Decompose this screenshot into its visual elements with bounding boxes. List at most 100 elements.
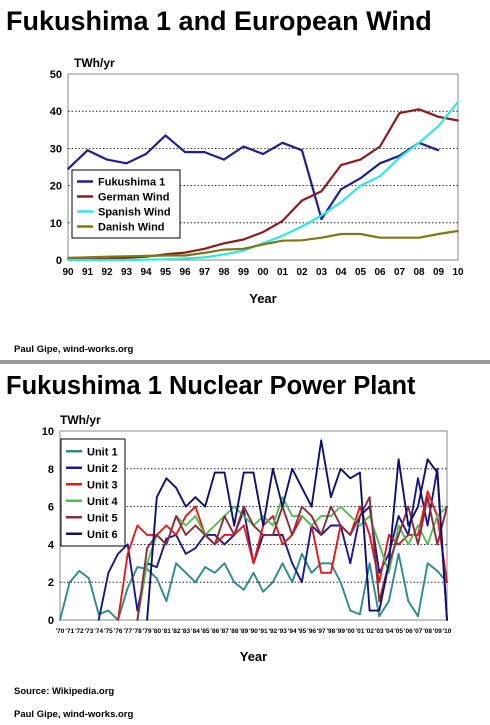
x-tick-label: '73 [85,628,94,635]
data-point-spanish-wind [203,256,206,259]
data-point-unit-1 [320,562,323,565]
data-point-spanish-wind [398,156,401,159]
x-tick-label: '96 [307,628,316,635]
y-tick-label: 10 [42,426,54,438]
data-point-fukushima-1 [223,158,225,161]
data-point-unit-5 [368,496,371,499]
data-point-unit-3 [117,619,119,621]
data-point-fukushima-1 [320,218,323,220]
data-point-unit-4 [281,496,284,499]
data-point-spanish-wind [418,141,420,144]
data-point-unit-4 [184,524,187,527]
data-point-danish-wind [184,254,186,257]
data-point-unit-2 [223,543,226,546]
data-point-unit-6 [426,458,429,461]
x-tick-label: '74 [94,628,103,635]
data-point-unit-1 [155,577,158,580]
data-point-unit-3 [330,571,332,574]
y-tick-label: 10 [50,218,62,230]
data-point-danish-wind [437,233,440,235]
data-point-unit-3 [359,505,361,508]
data-point-unit-5 [146,547,148,550]
data-point-unit-1 [426,562,429,565]
data-point-unit-5 [271,534,274,536]
plot-area [59,430,448,621]
data-point-unit-6 [359,471,361,474]
data-point-unit-1 [300,552,303,555]
legend-label: Unit 2 [87,463,118,475]
data-point-unit-5 [339,524,342,527]
data-point-unit-1 [59,619,61,621]
data-point-unit-4 [213,524,216,527]
data-point-unit-6 [233,524,236,527]
data-point-fukushima-1 [242,145,245,148]
x-tick-label: '71 [65,628,74,635]
data-point-german-wind [301,199,303,202]
data-point-german-wind [184,251,186,254]
data-point-unit-3 [368,534,371,536]
x-tick-label: '05 [394,628,403,635]
data-point-unit-6 [204,505,207,508]
x-tick-label: '07 [414,628,423,635]
data-point-fukushima-1 [340,188,342,191]
data-point-unit-2 [436,467,439,470]
x-tick-label: '70 [56,628,65,635]
x-tick-label: '95 [297,628,306,635]
data-point-spanish-wind [340,201,342,204]
data-point-unit-5 [155,534,158,536]
data-point-unit-3 [446,581,448,584]
data-point-unit-1 [233,581,236,584]
data-point-unit-1 [310,571,313,574]
data-point-unit-6 [242,471,245,474]
data-point-unit-1 [88,577,90,580]
y-axis-label: TWh/yr [60,413,101,427]
data-point-fukushima-1 [106,158,108,161]
data-point-unit-3 [271,515,274,517]
data-point-unit-4 [436,515,439,517]
x-tick-label: '10 [443,628,452,635]
data-point-unit-6 [146,619,148,621]
data-point-unit-6 [262,524,265,527]
y-tick-label: 2 [48,577,54,589]
data-point-unit-6 [271,467,274,470]
data-point-unit-1 [262,590,265,593]
x-tick-label: '85 [201,628,210,635]
data-point-unit-2 [213,534,216,536]
data-point-german-wind [359,158,362,161]
x-tick-label: 03 [316,267,328,278]
x-tick-label: '02 [365,628,374,635]
x-tick-label: 02 [296,267,308,278]
x-tick-label: '86 [210,628,219,635]
data-point-danish-wind [106,255,108,258]
x-tick-label: '80 [152,628,161,635]
data-point-unit-6 [378,609,381,612]
x-tick-label: '94 [288,628,297,635]
data-point-fukushima-1 [262,153,264,155]
data-point-german-wind [281,220,284,222]
x-tick-label: 94 [140,267,152,278]
x-tick-label: '79 [143,628,152,635]
data-point-danish-wind [164,254,167,257]
data-point-unit-6 [388,562,390,565]
data-point-unit-6 [252,471,255,474]
data-point-unit-1 [136,566,139,568]
x-tick-label: 00 [257,267,269,278]
data-point-spanish-wind [67,259,69,261]
data-point-unit-1 [349,609,352,612]
data-point-unit-4 [407,543,410,546]
data-point-unit-5 [165,543,168,546]
data-point-unit-5 [378,600,381,602]
x-tick-label: '91 [259,628,268,635]
data-point-unit-3 [320,571,323,574]
data-point-unit-2 [281,534,284,536]
x-tick-label: 01 [277,267,289,278]
data-point-unit-5 [417,543,419,546]
data-point-unit-5 [204,534,207,536]
data-point-unit-6 [407,524,410,527]
x-tick-label: '88 [230,628,239,635]
data-point-fukushima-1 [359,177,362,180]
x-tick-label: '93 [278,628,287,635]
data-point-unit-5 [252,524,255,527]
data-point-danish-wind [379,236,381,239]
x-tick-label: 04 [335,267,347,278]
